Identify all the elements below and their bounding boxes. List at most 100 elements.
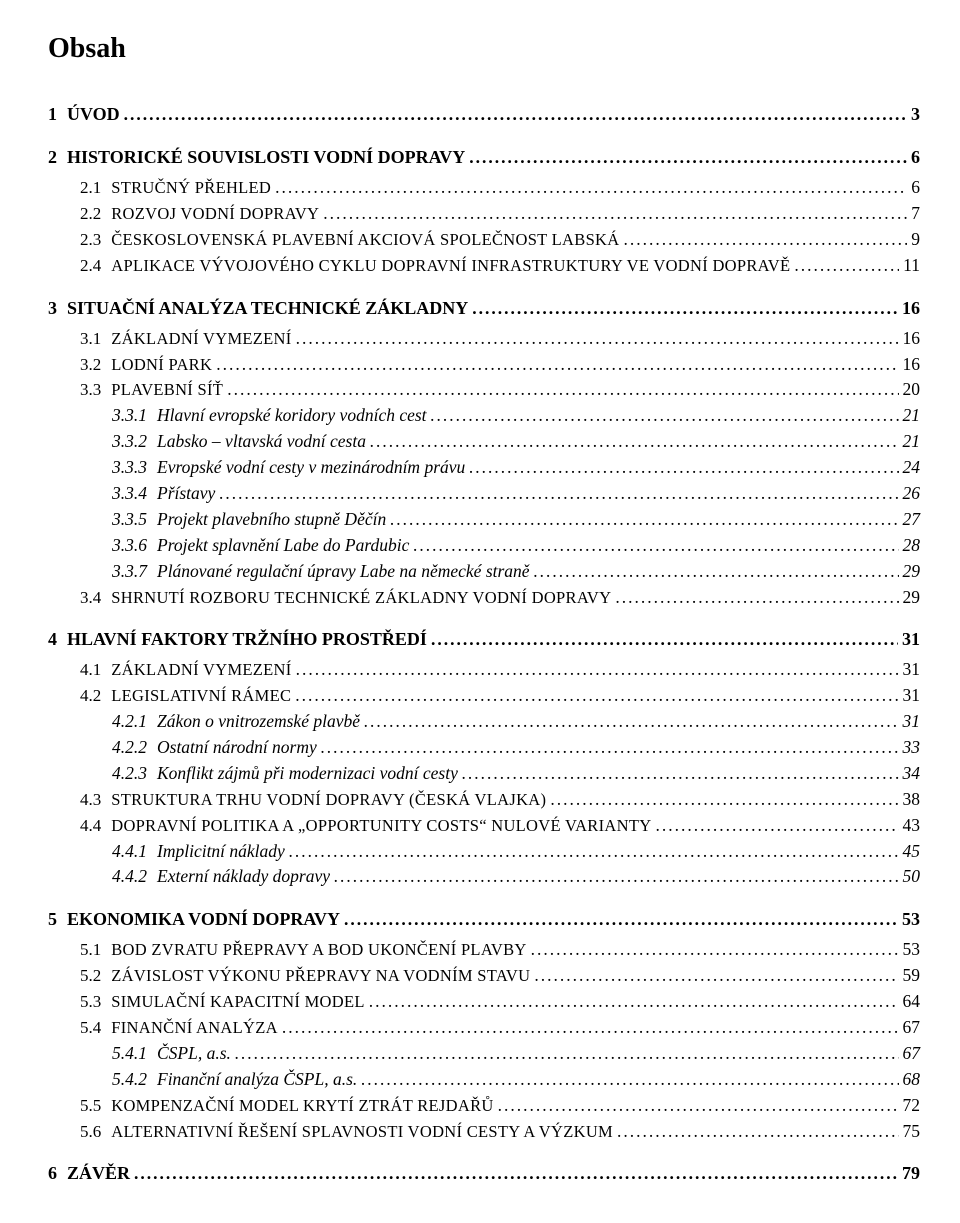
toc-entry-label: Simulační kapacitní model	[111, 990, 364, 1014]
toc-entry: 5.1Bod zvratu přepravy a bod ukončení pl…	[80, 937, 920, 963]
toc-dot-leader: ........................................…	[794, 253, 899, 279]
toc-dot-leader: ........................................…	[295, 683, 898, 709]
toc-entry-page: 45	[903, 839, 921, 865]
toc-entry-page: 3	[911, 101, 920, 128]
toc-entry-page: 33	[903, 735, 921, 761]
toc-entry: 5EKONOMIKA VODNÍ DOPRAVY................…	[48, 906, 920, 933]
toc-entry-number: 3.3.4	[112, 481, 147, 507]
toc-dot-leader: ........................................…	[282, 1015, 899, 1041]
toc-entry: 4.2.2Ostatní národní normy..............…	[112, 735, 920, 761]
toc-dot-leader: ........................................…	[623, 227, 907, 253]
toc-entry: 4HLAVNÍ FAKTORY TRŽNÍHO PROSTŘEDÍ.......…	[48, 626, 920, 653]
toc-entry-page: 34	[903, 761, 921, 787]
toc-entry-label: Evropské vodní cesty v mezinárodním práv…	[157, 455, 465, 481]
toc-entry-number: 4.2	[80, 683, 101, 708]
toc-entry-number: 5.6	[80, 1119, 101, 1144]
toc-entry-page: 16	[903, 326, 921, 352]
toc-entry-label: SITUAČNÍ ANALÝZA TECHNICKÉ ZÁKLADNY	[67, 295, 468, 322]
toc-dot-leader: ........................................…	[227, 377, 898, 403]
toc-dot-leader: ........................................…	[289, 839, 899, 865]
toc-entry-label: Hlavní evropské koridory vodních cest	[157, 403, 427, 429]
toc-entry-label: HISTORICKÉ SOUVISLOSTI VODNÍ DOPRAVY	[67, 144, 465, 171]
toc-entry-number: 4.2.1	[112, 709, 147, 735]
toc-entry-page: 75	[903, 1119, 921, 1145]
toc-entry-label: Alternativní řešení splavnosti vodní ces…	[111, 1120, 613, 1144]
toc-entry: 3.3Plavební síť.........................…	[80, 377, 920, 403]
toc-dot-leader: ........................................…	[334, 864, 898, 890]
toc-entry: 5.4.2Finanční analýza ČSPL, a.s.........…	[112, 1067, 920, 1093]
toc-entry-label: Kompenzační model krytí ztrát rejdařů	[111, 1094, 493, 1118]
toc-entry-label: Dopravní politika a „opportunity costs“ …	[111, 814, 651, 838]
toc-entry: 4.2 Legislativní rámec...................…	[80, 683, 920, 709]
toc-entry-number: 5.4.2	[112, 1067, 147, 1093]
toc-entry: 1ÚVOD...................................…	[48, 101, 920, 128]
toc-entry: 4.3Struktura trhu vodní dopravy (česká v…	[80, 787, 920, 813]
toc-entry-page: 6	[911, 175, 920, 201]
toc-entry-number: 3.3.6	[112, 533, 147, 559]
toc-entry-page: 59	[903, 963, 921, 989]
toc-entry-page: 29	[903, 559, 921, 585]
toc-entry-number: 1	[48, 101, 57, 128]
toc-title: Obsah	[48, 28, 920, 69]
toc-dot-leader: ........................................…	[413, 533, 898, 559]
toc-entry-page: 68	[903, 1067, 921, 1093]
toc-entry-label: Závislost výkonu přepravy na vodním stav…	[111, 964, 530, 988]
toc-entry-page: 31	[903, 709, 921, 735]
toc-entry-number: 2.4	[80, 253, 101, 278]
toc-entry-number: 4	[48, 626, 57, 653]
toc-entry-label: Projekt splavnění Labe do Pardubic	[157, 533, 409, 559]
toc-dot-leader: ........................................…	[531, 937, 899, 963]
toc-entry-page: 67	[903, 1015, 921, 1041]
toc-entry-label: Přístavy	[157, 481, 215, 507]
toc-entry-number: 3	[48, 295, 57, 322]
toc-entry-number: 2.3	[80, 227, 101, 252]
toc-entry-label: Struktura trhu vodní dopravy (česká vlaj…	[111, 788, 546, 812]
toc-entry-label: Legislativní rámec	[111, 684, 291, 708]
toc-entry: 5.5Kompenzační model krytí ztrát rejdařů…	[80, 1093, 920, 1119]
toc-dot-leader: ........................................…	[235, 1041, 899, 1067]
toc-entry-number: 4.4	[80, 813, 101, 838]
toc-entry-page: 43	[903, 813, 921, 839]
toc-entry-page: 16	[902, 295, 920, 322]
toc-entry-page: 31	[903, 657, 921, 683]
toc-entry-number: 3.3.5	[112, 507, 147, 533]
toc-entry-label: Plavební síť	[111, 378, 223, 402]
toc-entry-page: 72	[903, 1093, 921, 1119]
toc-entry-label: Rozvoj vodní dopravy	[111, 202, 319, 226]
toc-entry-number: 3.3.1	[112, 403, 147, 429]
toc-entry-number: 5	[48, 906, 57, 933]
toc-entry-page: 67	[903, 1041, 921, 1067]
toc-entry: 5.4.1ČSPL, a.s..........................…	[112, 1041, 920, 1067]
toc-entry-label: Plánované regulační úpravy Labe na němec…	[157, 559, 530, 585]
toc-entry-number: 4.4.2	[112, 864, 147, 890]
toc-entry: 3.3.2Labsko – vltavská vodní cesta......…	[112, 429, 920, 455]
toc-entry-label: ZÁVĚR	[67, 1160, 130, 1187]
toc-entry-label: Projekt plavebního stupně Děčín	[157, 507, 386, 533]
toc-entry: 5.2Závislost výkonu přepravy na vodním s…	[80, 963, 920, 989]
toc-dot-leader: ........................................…	[534, 559, 899, 585]
toc-entry-number: 2.2	[80, 201, 101, 226]
toc-entry-label: Implicitní náklady	[157, 839, 285, 865]
toc-entry: 5.6 Alternativní řešení splavnosti vodní …	[80, 1119, 920, 1145]
toc-entry-number: 3.3.3	[112, 455, 147, 481]
toc-entry: 3.3.3 Evropské vodní cesty v mezinárodním…	[112, 455, 920, 481]
toc-entry-number: 3.2	[80, 352, 101, 377]
toc-entry: 5.3Simulační kapacitní model............…	[80, 989, 920, 1015]
toc-entry-label: Československá plavební akciová společno…	[111, 228, 619, 252]
toc-entry-number: 2.1	[80, 175, 101, 200]
toc-entry: 3.2Lodní park...........................…	[80, 352, 920, 378]
toc-entry-number: 3.3.7	[112, 559, 147, 585]
toc-entry-number: 4.2.3	[112, 761, 147, 787]
toc-entry-page: 11	[903, 253, 920, 279]
toc-dot-leader: ........................................…	[296, 657, 899, 683]
toc-entry: 3SITUAČNÍ ANALÝZA TECHNICKÉ ZÁKLADNY....…	[48, 295, 920, 322]
toc-entry-page: 31	[903, 683, 921, 709]
toc-entry-page: 7	[911, 201, 920, 227]
toc-entry-page: 79	[902, 1160, 920, 1187]
toc-entry-number: 5.4.1	[112, 1041, 147, 1067]
toc-entry-label: Aplikace vývojového cyklu dopravní infra…	[111, 254, 790, 278]
toc-entry: 3.3.1 Hlavní evropské koridory vodních ce…	[112, 403, 920, 429]
toc-dot-leader: ........................................…	[296, 326, 899, 352]
toc-dot-leader: ........................................…	[469, 455, 898, 481]
toc-entry: 5.4Finanční analýza.....................…	[80, 1015, 920, 1041]
